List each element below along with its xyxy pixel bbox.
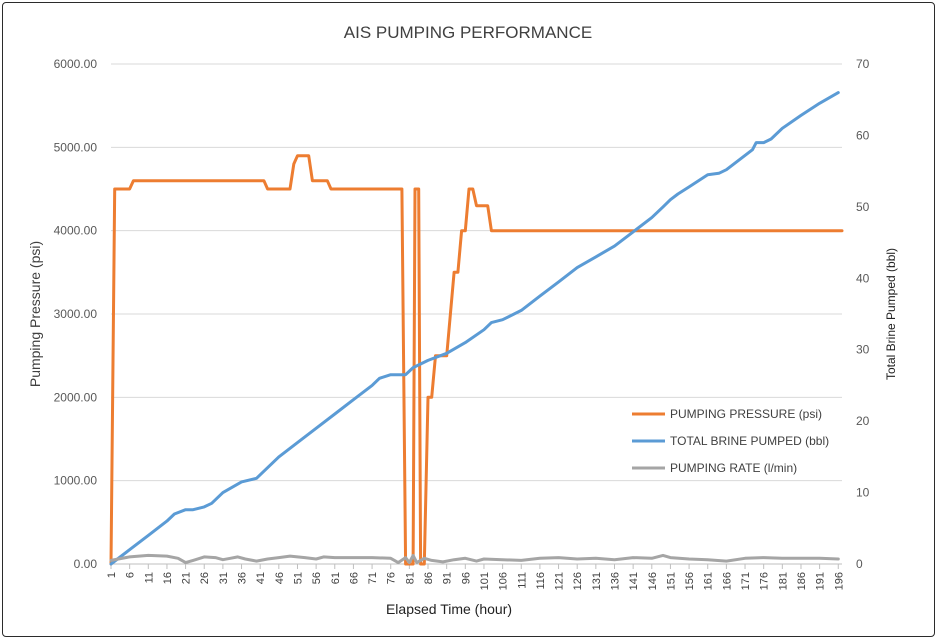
y2-axis-ticks: 0 10 20 30 40 50 60 70 bbox=[856, 57, 870, 571]
x-tick-label: 36 bbox=[237, 572, 249, 584]
legend-label-2: TOTAL BRINE PUMPED (bbl) bbox=[670, 434, 829, 448]
x-tick-label: 106 bbox=[498, 572, 510, 590]
y-tick-label: 0.00 bbox=[74, 557, 98, 571]
y2-tick-label: 60 bbox=[856, 128, 870, 142]
y-tick-label: 4000.00 bbox=[54, 224, 98, 238]
y-axis-ticks: 0.00 1000.00 2000.00 3000.00 4000.00 5000.00 6… bbox=[54, 57, 98, 571]
x-tick-label: 76 bbox=[386, 572, 398, 584]
series-line-2 bbox=[109, 91, 840, 566]
x-tick-label: 21 bbox=[181, 572, 193, 584]
x-tick-label: 181 bbox=[777, 572, 789, 590]
x-axis-label: Elapsed Time (hour) bbox=[386, 601, 512, 617]
x-tick-label: 176 bbox=[759, 572, 771, 590]
chart-title: AIS PUMPING PERFORMANCE bbox=[344, 23, 592, 42]
x-tick-label: 116 bbox=[535, 572, 547, 590]
x-axis-ticks: 1 6 11 16 21 26 31 36 41 46 51 56 61 66 71 76 81 86 91 96 10… bbox=[106, 564, 845, 590]
x-tick-label: 126 bbox=[572, 572, 584, 590]
x-tick-label: 96 bbox=[460, 572, 472, 584]
x-tick-label: 41 bbox=[255, 572, 267, 584]
x-tick-label: 11 bbox=[143, 572, 155, 583]
series-line-3 bbox=[109, 553, 840, 565]
x-tick-label: 111 bbox=[516, 572, 528, 589]
series-line-1 bbox=[109, 154, 844, 566]
y2-tick-label: 20 bbox=[856, 414, 870, 428]
series-lines bbox=[109, 91, 844, 566]
y2-tick-label: 0 bbox=[856, 557, 863, 571]
y2-tick-label: 10 bbox=[856, 486, 870, 500]
y2-tick-label: 50 bbox=[856, 200, 870, 214]
gridlines bbox=[111, 63, 842, 565]
x-tick-label: 71 bbox=[367, 572, 379, 584]
x-tick-label: 171 bbox=[740, 572, 752, 590]
legend-label-1: PUMPING PRESSURE (psi) bbox=[670, 407, 822, 421]
x-tick-label: 146 bbox=[647, 572, 659, 590]
x-tick-label: 156 bbox=[684, 572, 696, 590]
x-tick-label: 91 bbox=[442, 572, 454, 584]
y-tick-label: 1000.00 bbox=[54, 474, 98, 488]
y-axis-label: Pumping Pressure (psi) bbox=[27, 241, 43, 387]
x-tick-label: 46 bbox=[274, 572, 286, 584]
y2-axis-label: Total Brine Pumped (bbl) bbox=[884, 248, 898, 380]
x-tick-label: 56 bbox=[311, 572, 323, 584]
x-tick-label: 26 bbox=[199, 572, 211, 584]
x-tick-label: 151 bbox=[665, 572, 677, 590]
x-tick-label: 1 bbox=[106, 572, 118, 578]
x-tick-label: 131 bbox=[591, 572, 603, 590]
x-tick-label: 161 bbox=[703, 572, 715, 590]
x-tick-label: 66 bbox=[348, 572, 360, 584]
y2-tick-label: 30 bbox=[856, 343, 870, 357]
x-tick-label: 166 bbox=[721, 572, 733, 590]
x-tick-label: 136 bbox=[609, 572, 621, 590]
y-tick-label: 6000.00 bbox=[54, 57, 98, 71]
x-tick-label: 51 bbox=[292, 572, 304, 584]
x-tick-label: 6 bbox=[125, 572, 137, 578]
y-tick-label: 5000.00 bbox=[54, 140, 98, 154]
x-tick-label: 186 bbox=[796, 572, 808, 590]
y-tick-label: 2000.00 bbox=[54, 390, 98, 404]
y-tick-label: 3000.00 bbox=[54, 307, 98, 321]
x-tick-label: 191 bbox=[815, 572, 827, 590]
x-tick-label: 16 bbox=[162, 572, 174, 584]
y2-tick-label: 70 bbox=[856, 57, 870, 71]
legend: PUMPING PRESSURE (psi) TOTAL BRINE PUMPED… bbox=[632, 407, 829, 475]
x-tick-label: 121 bbox=[554, 572, 566, 590]
x-tick-label: 196 bbox=[833, 572, 845, 590]
y2-tick-label: 40 bbox=[856, 271, 870, 285]
x-tick-label: 31 bbox=[218, 572, 230, 584]
x-tick-label: 141 bbox=[628, 572, 640, 590]
x-tick-label: 81 bbox=[404, 572, 416, 584]
x-tick-label: 86 bbox=[423, 572, 435, 584]
legend-label-3: PUMPING RATE (l/min) bbox=[670, 461, 797, 475]
x-tick-label: 61 bbox=[330, 572, 342, 584]
x-tick-label: 101 bbox=[479, 572, 491, 590]
